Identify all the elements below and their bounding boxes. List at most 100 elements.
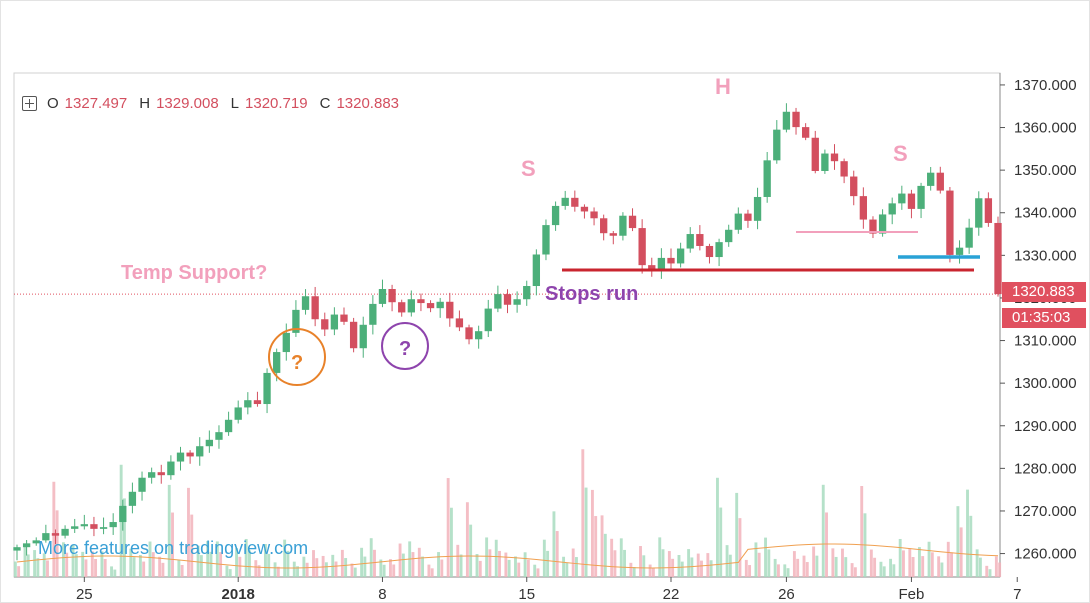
candle-body: [446, 301, 454, 319]
candle-body: [311, 296, 319, 320]
volume-bar: [52, 481, 56, 577]
volume-bar: [815, 555, 819, 577]
time-tick-label: 7: [1013, 586, 1021, 603]
volume-bar: [55, 510, 59, 577]
candle-body: [532, 254, 541, 287]
candle-body: [90, 524, 98, 529]
volume-bar: [555, 531, 559, 577]
volume-bar: [584, 487, 588, 577]
volume-bar: [658, 537, 662, 577]
price-tick-label: 1290.000: [1014, 418, 1077, 435]
candle-body: [753, 196, 762, 221]
volume-bar: [465, 502, 469, 577]
candle-body: [955, 247, 964, 255]
head-label: H: [715, 74, 731, 99]
volume-bar: [459, 554, 463, 577]
volume-bar: [190, 514, 194, 577]
candle-body: [782, 111, 791, 130]
volume-bar: [950, 552, 953, 577]
volume-bar: [411, 552, 415, 577]
volume-bar: [998, 562, 1002, 577]
volume-bar: [113, 569, 117, 577]
time-tick-label: Feb: [899, 586, 925, 603]
volume-bar: [267, 553, 271, 577]
volume-bar: [312, 550, 315, 577]
candle-body: [205, 439, 214, 447]
crosshair-toggle-icon[interactable]: [22, 95, 37, 111]
candle-body: [609, 233, 617, 236]
candle-body: [455, 318, 464, 328]
volume-bar: [985, 565, 989, 577]
candle-body: [551, 205, 560, 226]
candle-body: [792, 111, 800, 128]
volume-bar: [417, 547, 421, 577]
volume-bar: [437, 552, 440, 577]
volume-bar: [776, 564, 780, 577]
candle-body: [157, 472, 165, 476]
volume-bar: [735, 492, 739, 577]
volume-bar: [167, 484, 171, 577]
volume-bar: [930, 552, 934, 577]
volume-bar: [401, 553, 405, 577]
volume-bar: [206, 541, 210, 577]
price-tick-label: 1350.000: [1014, 162, 1077, 179]
volume-bar: [709, 560, 713, 577]
candle-body: [994, 222, 1002, 295]
volume-bar: [581, 449, 585, 577]
volume-bar: [523, 552, 527, 577]
volume-bar: [860, 486, 864, 577]
volume-bar: [334, 561, 338, 577]
volume-bar: [517, 562, 521, 577]
volume-bar: [902, 550, 905, 577]
question-mark-purple: ?: [399, 338, 412, 360]
volume-bar: [744, 559, 748, 577]
volume-bar: [526, 559, 530, 577]
volume-bar: [773, 558, 777, 577]
candle-body: [186, 452, 194, 457]
volume-bar: [738, 518, 742, 577]
volume-bar: [446, 478, 450, 577]
candle-body: [619, 215, 627, 236]
price-tick-label: 1360.000: [1014, 120, 1077, 137]
price-tick-label: 1330.000: [1014, 247, 1077, 264]
volume-bar: [661, 549, 665, 577]
volume-bar: [603, 533, 607, 577]
candle-body: [494, 294, 502, 309]
volume-bar: [235, 548, 239, 577]
temp-support-annotation: Temp Support?: [121, 262, 268, 284]
volume-bar: [209, 551, 213, 577]
volume-bar: [46, 560, 49, 577]
candle-body: [513, 299, 521, 305]
volume-bar: [151, 552, 155, 577]
volume-bar: [475, 554, 479, 577]
price-tick-label: 1270.000: [1014, 503, 1077, 520]
volume-bar: [110, 566, 113, 577]
volume-bar: [199, 555, 203, 577]
volume-bar: [725, 545, 729, 577]
tradingview-watermark[interactable]: More features on tradingview.com: [38, 538, 309, 558]
time-tick-label: 25: [76, 586, 93, 603]
candle-body: [869, 219, 877, 234]
volume-bar: [498, 550, 501, 577]
candle-body: [32, 540, 40, 544]
volume-bar: [273, 562, 277, 577]
candle-body: [426, 303, 435, 309]
volume-bar: [642, 555, 646, 577]
time-tick-label: 8: [378, 586, 386, 603]
candle-body: [253, 400, 262, 405]
volume-bar: [42, 553, 46, 577]
candle-body: [821, 153, 829, 171]
volume-bar: [812, 546, 816, 577]
volume-bar: [94, 559, 98, 577]
volume-bar: [161, 562, 165, 577]
volume-bar: [494, 539, 498, 577]
question-mark-orange: ?: [291, 352, 304, 374]
ohlc-legend: O 1327.497 H 1329.008 L 1320.719 C 1320.…: [22, 92, 405, 114]
volume-bar: [296, 566, 299, 577]
price-tick-label: 1260.000: [1014, 546, 1077, 563]
ohlc-l-value: 1320.719: [245, 94, 308, 112]
candle-body: [22, 543, 31, 548]
volume-bar: [767, 549, 771, 577]
ohlc-o-label: O: [47, 94, 59, 112]
